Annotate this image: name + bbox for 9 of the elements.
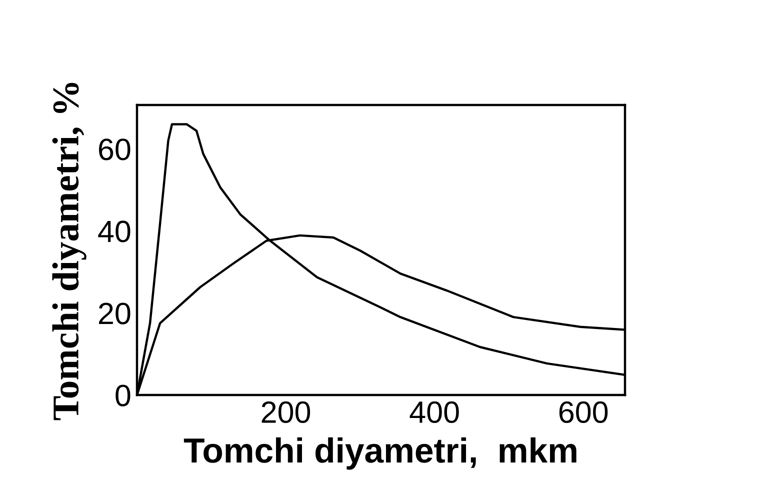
x-tick-label: 400 <box>410 401 459 423</box>
y-tick-label: 40 <box>98 220 130 242</box>
x-axis-title: Tomchi diyametri, mkm <box>184 437 576 470</box>
x-tick-label: 200 <box>262 401 310 423</box>
y-tick-label: 60 <box>99 138 130 160</box>
y-axis-title: Tomchi diyametri, % <box>52 82 86 420</box>
y-tick-label: 0 <box>116 384 130 406</box>
x-tick-label: 600 <box>559 401 608 423</box>
y-tick-label: 20 <box>99 302 130 324</box>
